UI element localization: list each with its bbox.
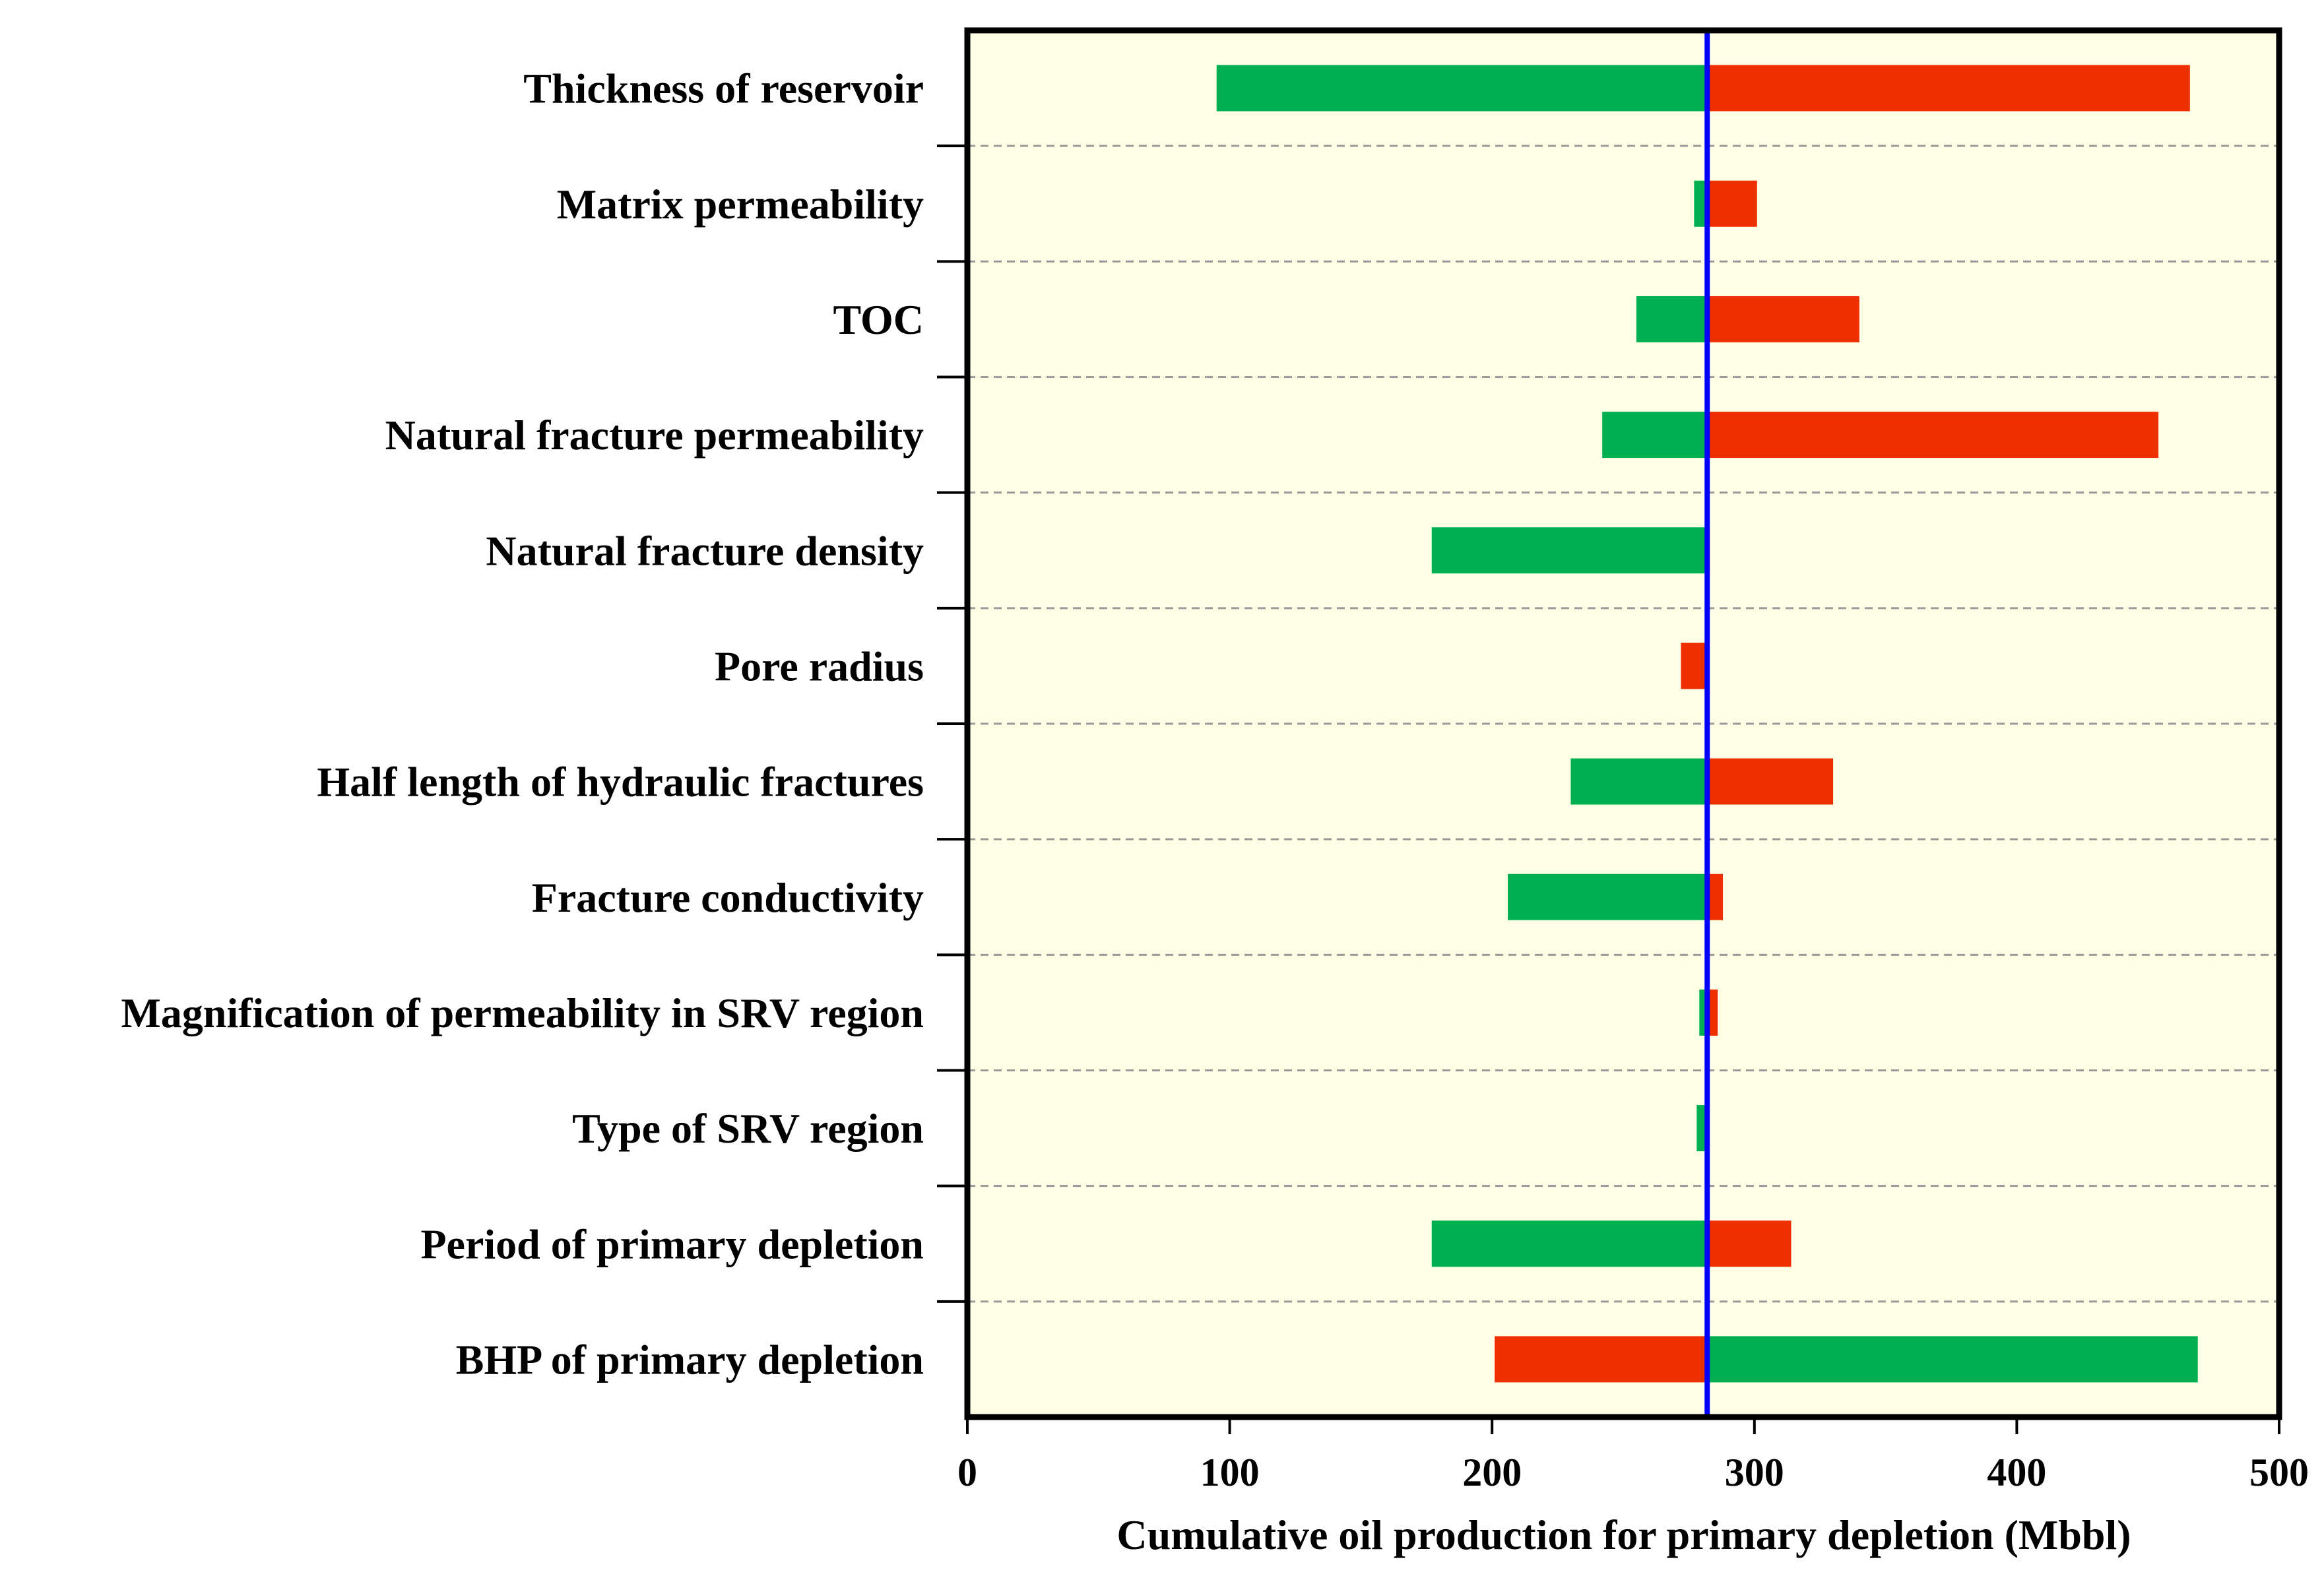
category-label-toc: TOC <box>833 296 924 343</box>
bar-green-bhp-of-primary-depletion <box>1707 1336 2198 1383</box>
plot-frame <box>964 27 2282 1420</box>
bar-green-toc <box>1636 296 1708 342</box>
bar-red-thickness-of-reservoir <box>1707 65 2190 111</box>
bar-red-bhp-of-primary-depletion <box>1495 1336 1708 1383</box>
bar-green-fracture-conductivity <box>1508 873 1708 920</box>
bar-red-matrix-permeability <box>1707 180 1757 227</box>
category-label-magnification-of-permeability-in-srv-region: Magnification of permeability in SRV reg… <box>121 990 924 1036</box>
bar-red-pore-radius <box>1681 643 1708 689</box>
category-label-type-of-srv-region: Type of SRV region <box>572 1105 924 1152</box>
row-separators <box>937 144 2279 1303</box>
x-axis-title: Cumulative oil production for primary de… <box>1116 1511 2131 1558</box>
bar-red-fracture-conductivity <box>1707 873 1724 920</box>
category-label-matrix-permeability: Matrix permeability <box>557 181 924 228</box>
x-axis-ticks: 0 100 200 300 400 500 <box>957 1417 2309 1494</box>
category-label-fracture-conductivity: Fracture conductivity <box>532 874 924 921</box>
category-label-natural-fracture-density: Natural fracture density <box>486 527 924 574</box>
bar-red-natural-fracture-permeability <box>1707 412 2159 458</box>
category-label-natural-fracture-permeability: Natural fracture permeability <box>385 412 924 458</box>
bar-green-half-length-of-hydraulic-fractures <box>1570 758 1708 805</box>
category-label-pore-radius: Pore radius <box>715 643 924 689</box>
bar-red-period-of-primary-depletion <box>1707 1220 1791 1267</box>
x-tick-label: 100 <box>1200 1451 1260 1494</box>
bar-green-matrix-permeability <box>1694 180 1708 227</box>
bar-green-magnification-of-permeability-in-srv-region <box>1699 989 1708 1036</box>
bar-green-thickness-of-reservoir <box>1216 65 1708 111</box>
category-labels: Thickness of reservoir Matrix permeabilit… <box>121 65 924 1383</box>
bar-red-toc <box>1707 296 1859 342</box>
bar-group <box>1216 65 2198 1383</box>
category-label-bhp-of-primary-depletion: BHP of primary depletion <box>456 1336 924 1383</box>
bar-green-natural-fracture-permeability <box>1602 412 1708 458</box>
bar-green-natural-fracture-density <box>1431 527 1708 574</box>
x-tick-label: 300 <box>1725 1451 1784 1494</box>
category-label-half-length-of-hydraulic-fractures: Half length of hydraulic fractures <box>317 759 924 806</box>
bar-green-period-of-primary-depletion <box>1431 1220 1708 1267</box>
x-tick-label: 500 <box>2249 1451 2309 1494</box>
category-label-period-of-primary-depletion: Period of primary depletion <box>420 1220 924 1267</box>
category-label-thickness-of-reservoir: Thickness of reservoir <box>523 65 924 112</box>
x-tick-label: 400 <box>1987 1451 2046 1494</box>
x-tick-label: 0 <box>957 1451 977 1494</box>
bar-red-half-length-of-hydraulic-fractures <box>1707 758 1834 805</box>
x-tick-label: 200 <box>1462 1451 1522 1494</box>
